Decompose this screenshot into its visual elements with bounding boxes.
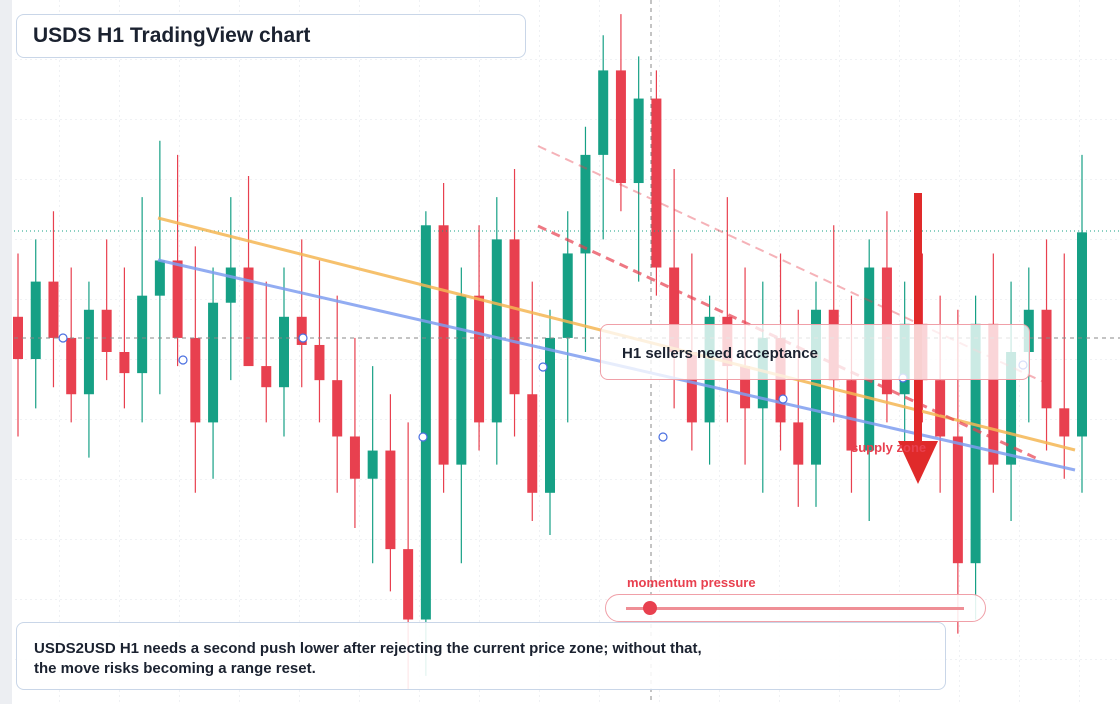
arrow-shaft <box>914 193 922 445</box>
candle-body <box>208 302 219 423</box>
candle-body <box>615 70 626 184</box>
zone-label: supply zone <box>851 440 926 455</box>
candle-body <box>314 344 325 381</box>
candle-body <box>279 316 289 388</box>
candle-body <box>1041 309 1052 409</box>
candle-body <box>580 154 591 254</box>
candle-body <box>952 436 963 564</box>
annotation: H1 sellers need acceptance <box>622 345 818 362</box>
candle-body <box>1077 232 1087 437</box>
candle-body <box>66 337 77 395</box>
candle-body <box>935 380 946 437</box>
candle-body <box>811 309 821 465</box>
candle-body <box>349 436 360 479</box>
candle-body <box>474 295 485 423</box>
candle-body <box>740 366 751 409</box>
caption: USDS2USD H1 needs a second push lower af… <box>17 623 945 679</box>
caption-box: USDS2USD H1 needs a second push lower af… <box>16 622 946 690</box>
candle-body <box>30 281 41 360</box>
candle-body <box>509 239 520 395</box>
candle-body <box>793 422 804 465</box>
candle-body <box>119 352 130 374</box>
candle-body <box>1059 408 1070 437</box>
candles <box>13 14 1087 690</box>
candle-body <box>261 366 272 388</box>
candle-body <box>83 309 94 395</box>
slider[interactable] <box>605 594 986 622</box>
left-edge <box>0 0 12 704</box>
chart-title: USDS H1 TradingView chart <box>33 24 311 47</box>
candle-body <box>669 267 680 352</box>
slider-knob[interactable] <box>643 601 657 615</box>
candle-body <box>633 98 644 184</box>
candle-body <box>137 295 148 374</box>
candle-body <box>775 337 786 423</box>
candle-body <box>562 253 573 338</box>
candle-body <box>172 260 183 338</box>
annotation-box: H1 sellers need acceptance <box>600 324 1030 380</box>
candle-body <box>651 98 662 268</box>
candle-body <box>190 337 201 423</box>
title-box: USDS H1 TradingView chart <box>16 14 526 58</box>
candle-body <box>385 450 396 550</box>
candle-body <box>420 225 431 620</box>
candle-body <box>438 225 449 465</box>
candle-body <box>686 352 697 423</box>
candle-body <box>403 549 414 620</box>
candle-body <box>846 380 857 451</box>
candle-body <box>225 267 236 303</box>
candle-body <box>1006 352 1017 465</box>
candle-body <box>48 281 59 338</box>
candle-body <box>598 70 609 155</box>
candle-body <box>154 260 165 296</box>
candle-body <box>545 337 555 493</box>
control-label: momentum pressure <box>627 575 756 590</box>
candle-body <box>332 380 343 437</box>
candle-body <box>101 309 112 352</box>
candle-body <box>970 323 981 564</box>
candle-body <box>367 450 378 479</box>
candle-body <box>527 394 538 493</box>
candle-body <box>491 239 502 423</box>
candle-body <box>296 316 307 345</box>
caption-line: the move risks becoming a range reset. <box>34 660 316 677</box>
arrow-head <box>898 441 938 484</box>
candle-body <box>988 323 999 465</box>
candle-body <box>456 295 467 465</box>
markers <box>58 333 1028 442</box>
slider-track <box>626 607 964 610</box>
caption-line: USDS2USD H1 needs a second push lower af… <box>34 640 702 657</box>
candle-body <box>243 267 254 367</box>
